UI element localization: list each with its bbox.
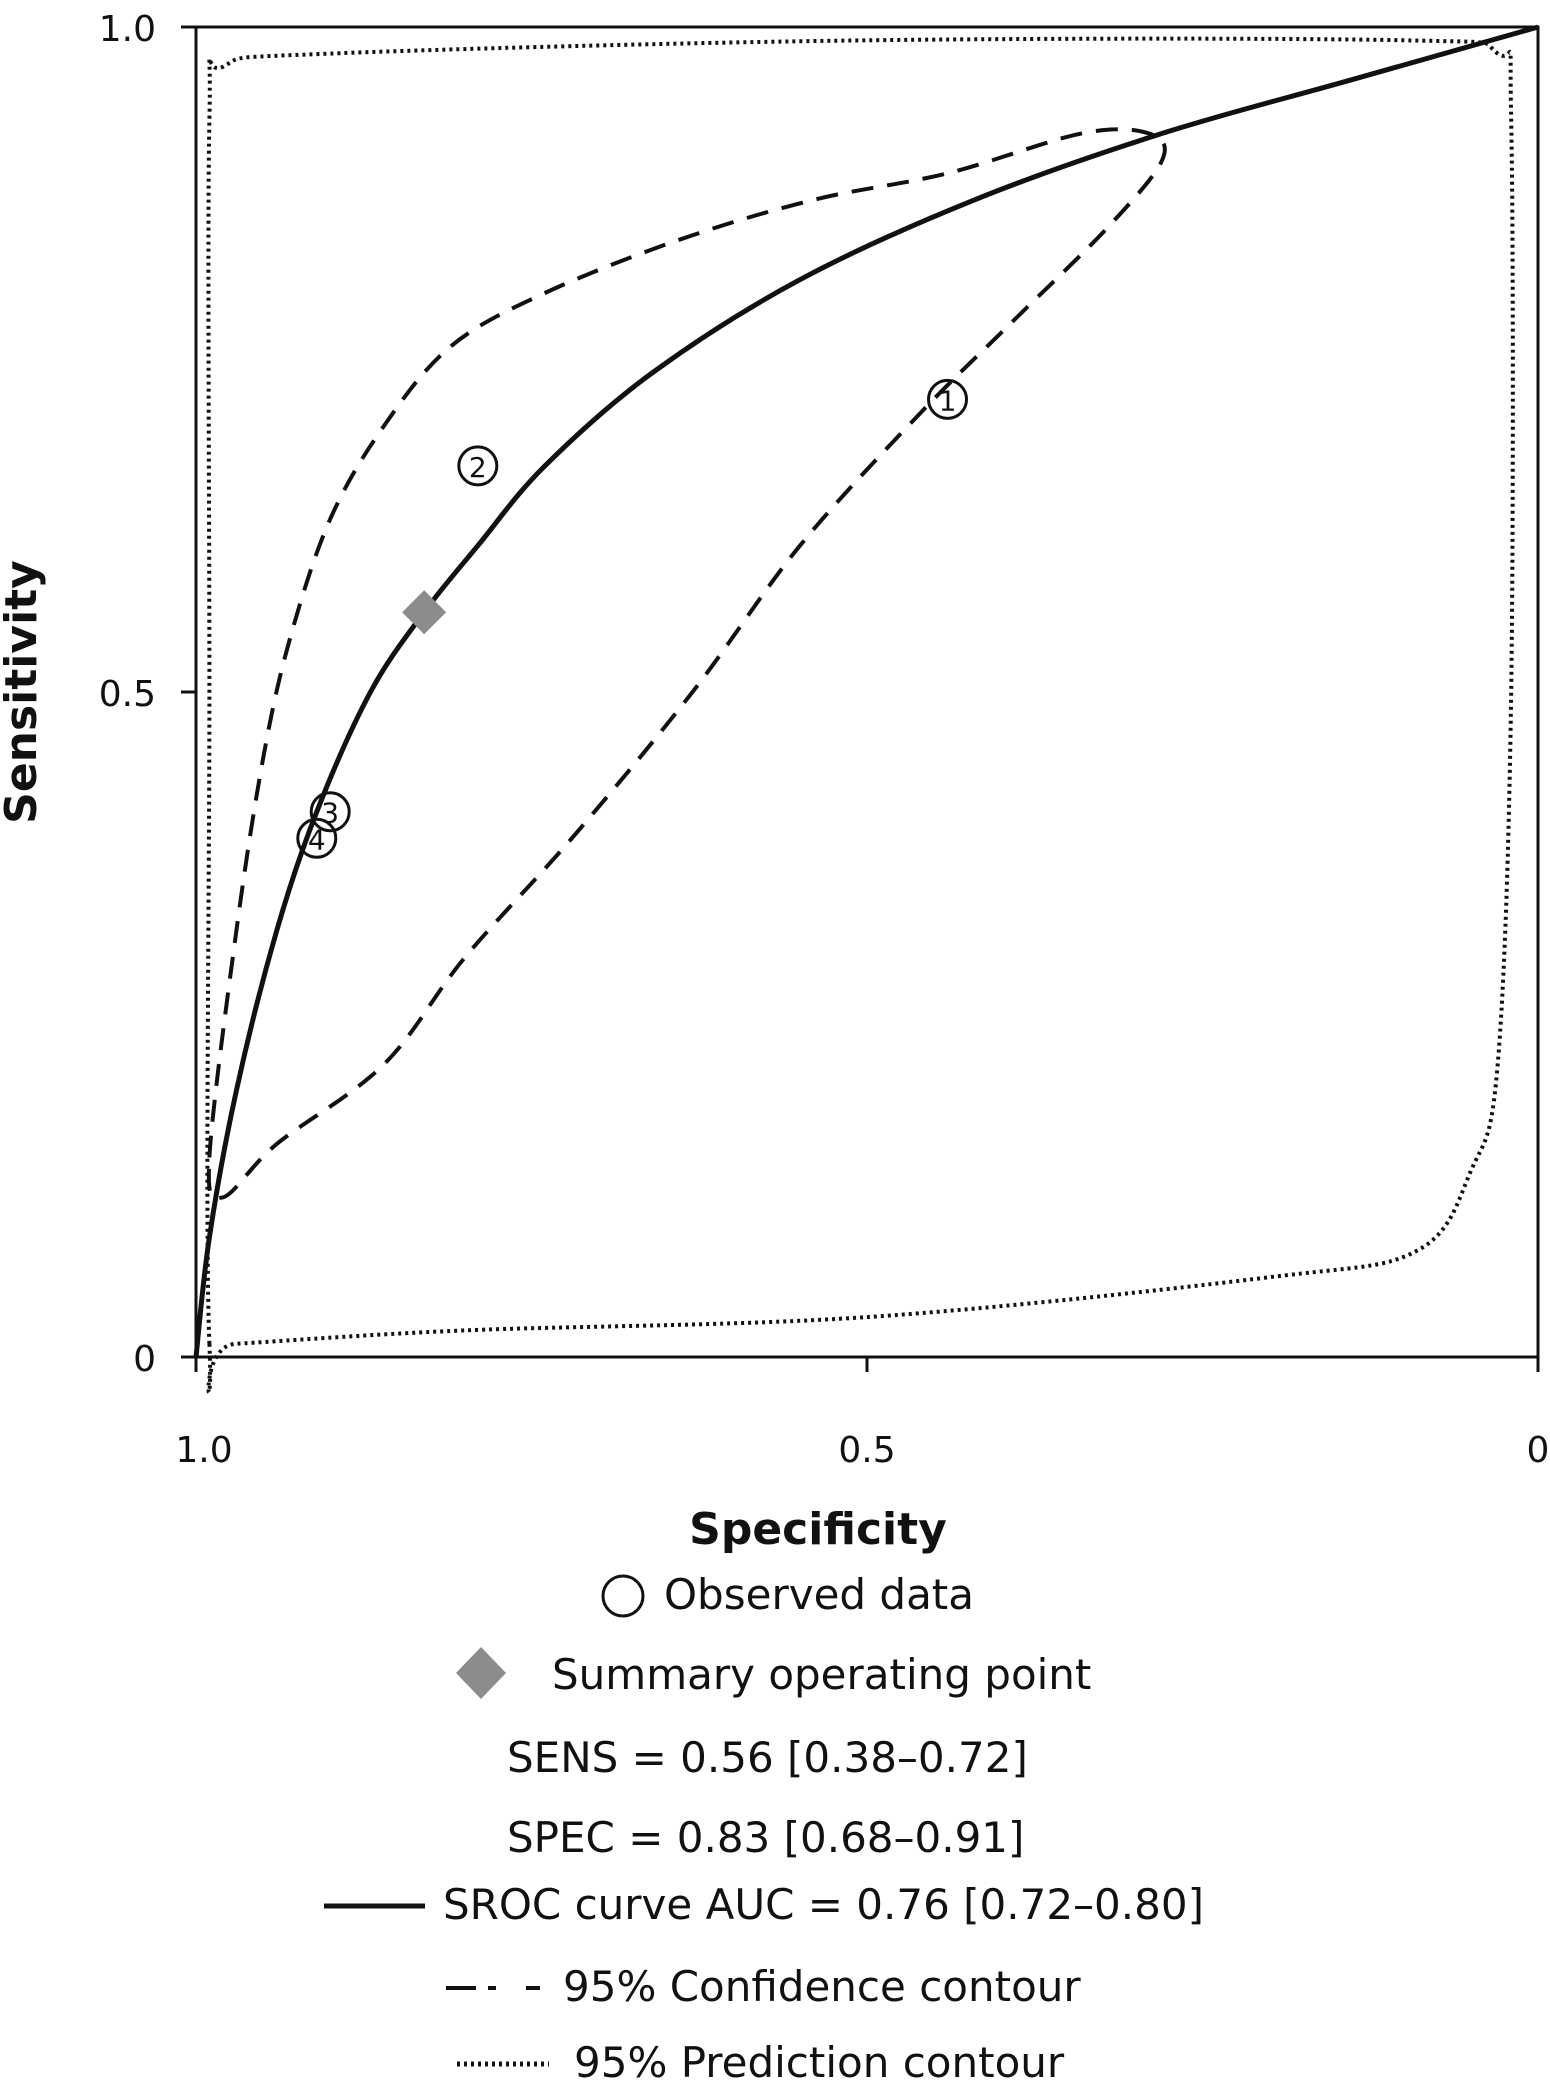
observed-point-marker — [927, 378, 969, 420]
observed-point-marker — [457, 445, 499, 487]
summary-point-marker — [402, 590, 447, 635]
observed-point-label: 2 — [469, 451, 487, 484]
sroc-curve — [193, 24, 1539, 1358]
summary-operating-point — [402, 590, 447, 635]
observed-point-2: 2 — [457, 445, 499, 487]
observed-point-label: 4 — [308, 823, 326, 856]
x-tick-label: 0 — [1527, 1430, 1550, 1471]
observed-point-marker — [296, 817, 338, 859]
prediction-contour — [205, 36, 1515, 1395]
legend-observed-icon — [601, 1574, 645, 1618]
observed-point-label: 1 — [939, 384, 957, 417]
x-axis-title: Specificity — [689, 1504, 947, 1555]
y-axis-title: Sensitivity — [0, 560, 47, 824]
x-tick-label: 1.0 — [175, 1430, 232, 1471]
y-tick-label: 0.5 — [99, 674, 156, 715]
legend-summary-icon — [456, 1647, 506, 1699]
observed-point-1: 1 — [927, 378, 969, 420]
observed-point-marker — [309, 791, 351, 833]
x-tick-label: 0.5 — [838, 1430, 895, 1471]
observed-point-4: 4 — [296, 817, 338, 859]
plot-frame — [194, 25, 1540, 1359]
confidence-contour — [206, 127, 1167, 1201]
y-tick-label: 1.0 — [99, 9, 156, 50]
y-tick-label: 0 — [133, 1339, 156, 1380]
